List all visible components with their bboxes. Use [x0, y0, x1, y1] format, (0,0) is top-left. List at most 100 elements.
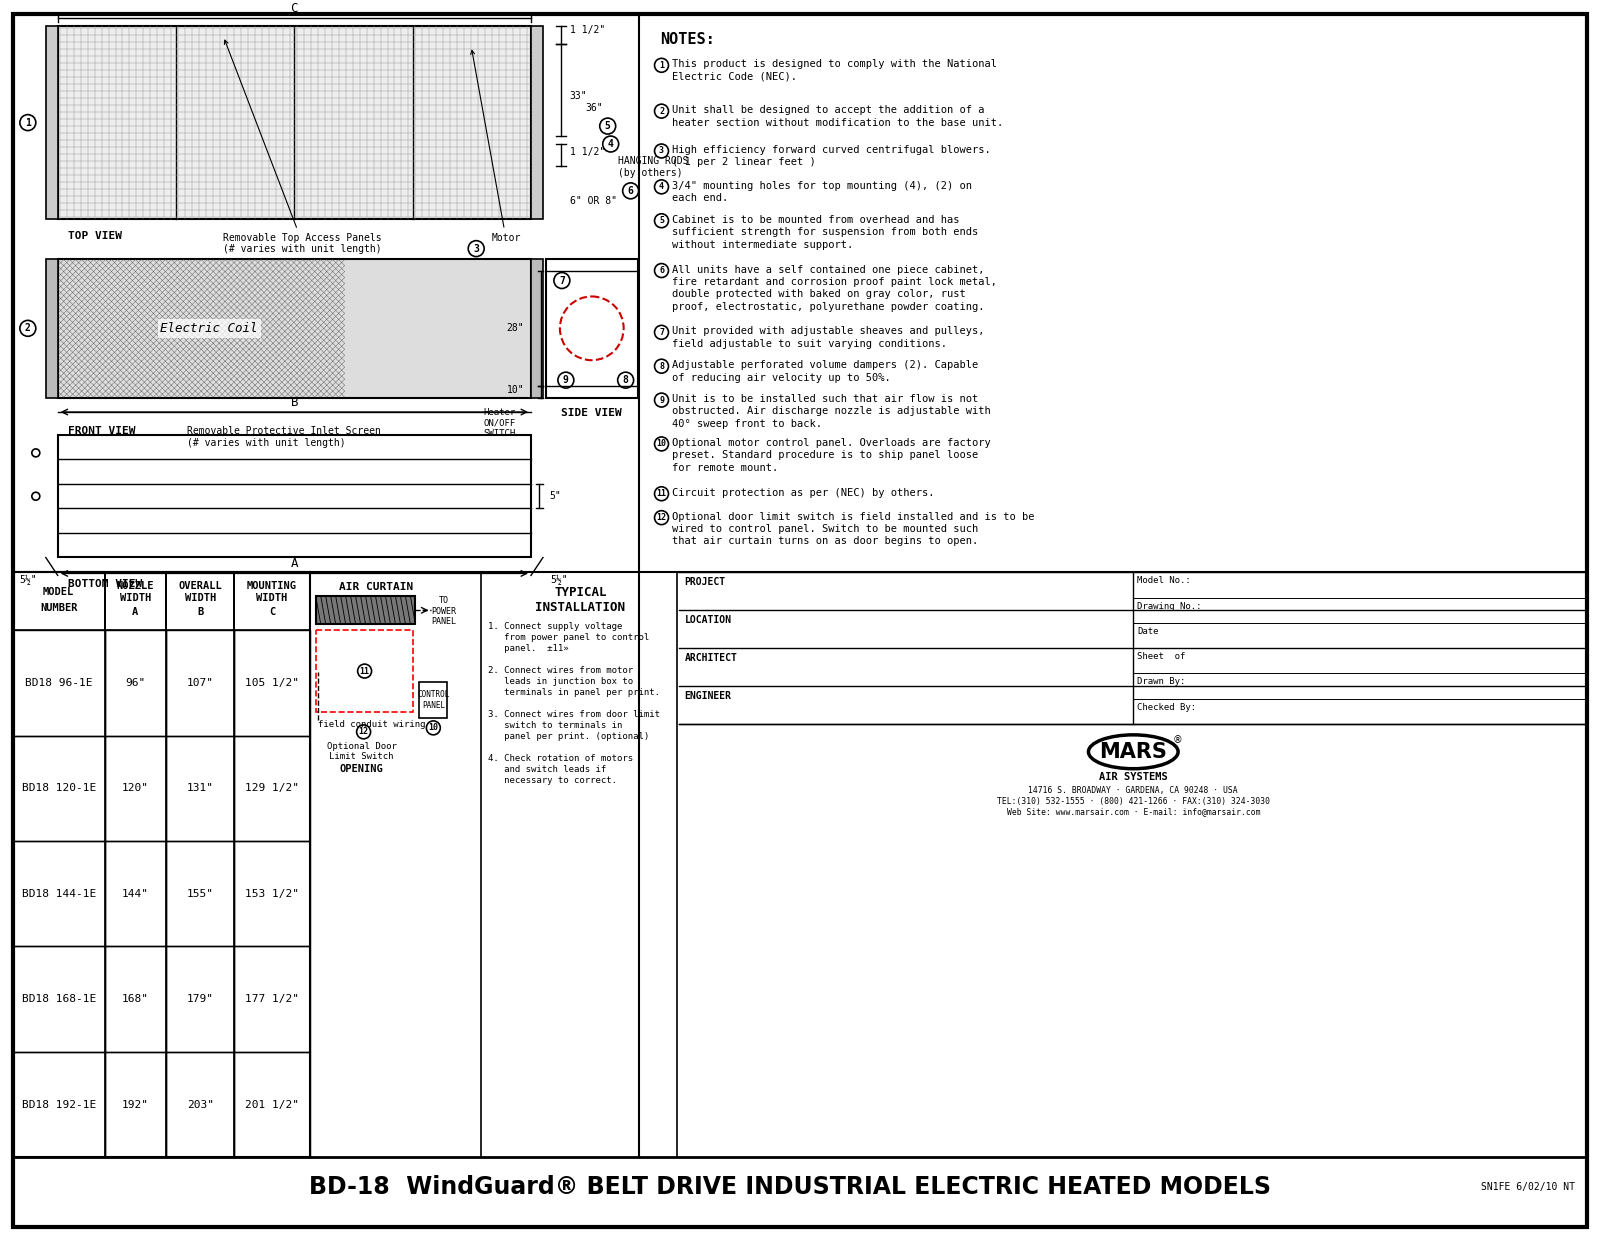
- Text: MOUNTING: MOUNTING: [246, 581, 298, 591]
- Text: 131": 131": [187, 783, 214, 793]
- Text: Model No.:: Model No.:: [1138, 576, 1190, 585]
- Bar: [166, 630, 234, 736]
- Text: 7: 7: [659, 328, 664, 336]
- Bar: [166, 573, 234, 630]
- Bar: [13, 1051, 104, 1158]
- Text: BOTTOM VIEW: BOTTOM VIEW: [67, 579, 142, 589]
- Text: Optional door limit switch is field installed and is to be
wired to control pane: Optional door limit switch is field inst…: [672, 512, 1035, 547]
- Text: 12: 12: [656, 513, 667, 522]
- Text: 144": 144": [122, 888, 149, 899]
- Text: 10: 10: [429, 724, 438, 732]
- Text: 177 1/2": 177 1/2": [245, 995, 299, 1004]
- Text: AIR CURTAIN: AIR CURTAIN: [339, 583, 414, 593]
- Bar: [46, 26, 58, 219]
- Text: 129 1/2": 129 1/2": [245, 783, 299, 793]
- Text: Drawn By:: Drawn By:: [1138, 678, 1186, 687]
- Bar: [234, 736, 310, 841]
- Text: PROJECT: PROJECT: [685, 578, 725, 588]
- Text: TO
POWER
PANEL: TO POWER PANEL: [430, 596, 456, 626]
- Bar: [104, 1051, 166, 1158]
- Text: SIDE VIEW: SIDE VIEW: [562, 408, 622, 418]
- Bar: [546, 259, 637, 398]
- Text: Date: Date: [1138, 627, 1158, 636]
- Text: A: A: [291, 558, 298, 570]
- Text: 2. Connect wires from motor
   leads in junction box to
   terminals in panel pe: 2. Connect wires from motor leads in jun…: [488, 666, 661, 698]
- Text: C: C: [291, 2, 298, 16]
- Text: 7: 7: [558, 276, 565, 286]
- Text: OPENING: OPENING: [339, 763, 384, 773]
- Text: 1 1/2": 1 1/2": [570, 147, 605, 157]
- Text: 9: 9: [563, 375, 568, 385]
- Text: Circuit protection as per (NEC) by others.: Circuit protection as per (NEC) by other…: [672, 487, 934, 497]
- Ellipse shape: [1088, 735, 1178, 768]
- Text: 168": 168": [122, 995, 149, 1004]
- Text: 192": 192": [122, 1100, 149, 1110]
- Text: BD-18  WindGuard® BELT DRIVE INDUSTRIAL ELECTRIC HEATED MODELS: BD-18 WindGuard® BELT DRIVE INDUSTRIAL E…: [309, 1175, 1270, 1199]
- Text: This product is designed to comply with the National
Electric Code (NEC).: This product is designed to comply with …: [672, 59, 997, 82]
- Text: Optional Door
Limit Switch: Optional Door Limit Switch: [326, 742, 397, 761]
- Text: ENGINEER: ENGINEER: [685, 691, 731, 701]
- Text: Unit provided with adjustable sheaves and pulleys,
field adjustable to suit vary: Unit provided with adjustable sheaves an…: [672, 327, 986, 349]
- Text: TOP VIEW: TOP VIEW: [67, 230, 122, 241]
- Text: NOTES:: NOTES:: [661, 32, 715, 47]
- Text: 5½": 5½": [19, 575, 37, 585]
- Text: 1: 1: [26, 118, 30, 127]
- Text: 3. Connect wires from door limit
   switch to terminals in
   panel per print. (: 3. Connect wires from door limit switch …: [488, 710, 661, 741]
- Text: 4: 4: [659, 182, 664, 192]
- Text: 107": 107": [187, 678, 214, 688]
- Bar: [419, 682, 448, 717]
- Text: 11: 11: [360, 667, 370, 675]
- Text: Web Site: www.marsair.com · E-mail: info@marsair.com: Web Site: www.marsair.com · E-mail: info…: [1006, 808, 1261, 816]
- Text: 28": 28": [506, 323, 525, 333]
- Text: ARCHITECT: ARCHITECT: [685, 653, 738, 663]
- Bar: [531, 26, 542, 219]
- Bar: [234, 630, 310, 736]
- Bar: [13, 630, 104, 736]
- Text: AIR SYSTEMS: AIR SYSTEMS: [1099, 772, 1168, 782]
- Text: CONTROL
PANEL: CONTROL PANEL: [418, 690, 450, 710]
- Text: HANGING RODS
(by others): HANGING RODS (by others): [618, 156, 688, 178]
- Text: 5: 5: [659, 216, 664, 225]
- Text: 1: 1: [659, 61, 664, 69]
- Text: SN1FE 6/02/10 NT: SN1FE 6/02/10 NT: [1482, 1183, 1574, 1192]
- Text: 6: 6: [659, 266, 664, 275]
- Text: A: A: [133, 607, 139, 617]
- Text: B: B: [291, 396, 298, 409]
- Text: Drawing No.:: Drawing No.:: [1138, 601, 1202, 611]
- Text: 5½": 5½": [550, 575, 568, 585]
- Text: B: B: [197, 607, 203, 617]
- Bar: [13, 573, 104, 630]
- Bar: [13, 573, 310, 1158]
- Text: MODEL: MODEL: [43, 588, 74, 597]
- Bar: [234, 841, 310, 946]
- Text: BD18 192-1E: BD18 192-1E: [21, 1100, 96, 1110]
- Text: 8: 8: [659, 361, 664, 371]
- Text: TEL:(310) 532-1555 · (800) 421-1266 · FAX:(310) 324-3030: TEL:(310) 532-1555 · (800) 421-1266 · FA…: [997, 797, 1270, 805]
- Text: 33": 33": [570, 92, 587, 101]
- Text: FRONT VIEW: FRONT VIEW: [67, 426, 134, 435]
- Bar: [166, 946, 234, 1051]
- Text: 105 1/2": 105 1/2": [245, 678, 299, 688]
- Text: Motor: Motor: [470, 51, 520, 242]
- Text: ®: ®: [1173, 735, 1182, 745]
- Text: 12: 12: [358, 727, 368, 736]
- Text: 4: 4: [608, 139, 614, 148]
- Text: 201 1/2": 201 1/2": [245, 1100, 299, 1110]
- Bar: [104, 736, 166, 841]
- Text: All units have a self contained one piece cabinet,
fire retardant and corrosion : All units have a self contained one piec…: [672, 265, 997, 312]
- Text: BD18 96-1E: BD18 96-1E: [26, 678, 93, 688]
- Text: 10": 10": [506, 385, 525, 395]
- Text: 10: 10: [656, 439, 667, 449]
- Bar: [531, 259, 542, 398]
- Text: OVERALL: OVERALL: [178, 581, 222, 591]
- Bar: [13, 841, 104, 946]
- Text: field conduit wiring: field conduit wiring: [318, 720, 426, 729]
- Text: 155": 155": [187, 888, 214, 899]
- Bar: [234, 573, 310, 630]
- Bar: [58, 435, 531, 558]
- Text: 11: 11: [656, 489, 667, 499]
- Text: Checked By:: Checked By:: [1138, 703, 1197, 711]
- Text: 2: 2: [659, 106, 664, 115]
- Text: 8: 8: [622, 375, 629, 385]
- Bar: [104, 946, 166, 1051]
